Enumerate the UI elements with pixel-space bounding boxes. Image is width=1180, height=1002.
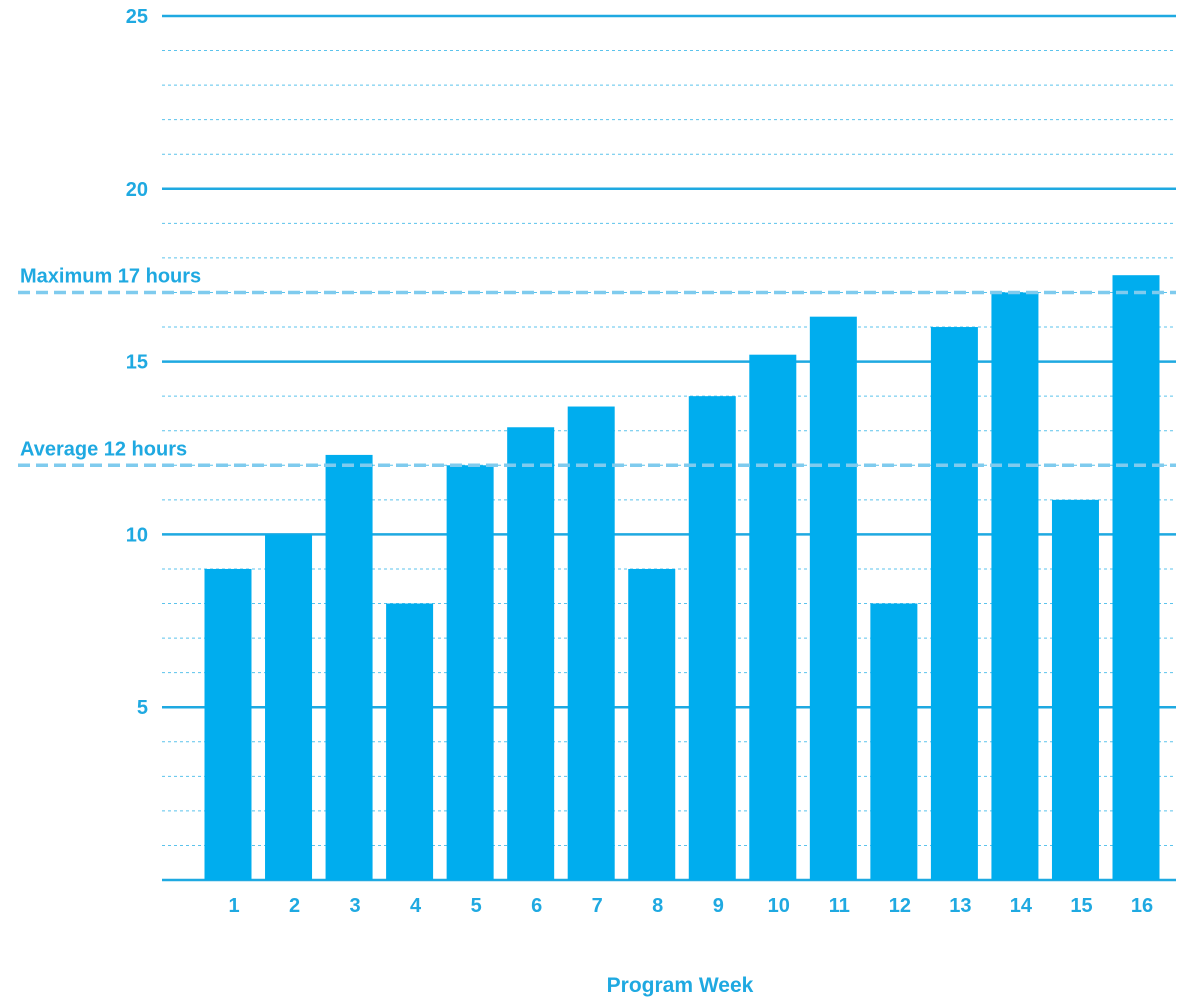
x-tick-label: 13 bbox=[949, 895, 971, 917]
reference-line-layer: Maximum 17 hours Average 12 hours bbox=[18, 265, 1176, 468]
reference-line-label: Average 12 hours bbox=[20, 438, 187, 460]
bar bbox=[1051, 499, 1099, 880]
bar-layer bbox=[204, 275, 1160, 881]
bar bbox=[265, 534, 313, 880]
bar bbox=[507, 427, 555, 880]
bar bbox=[325, 454, 373, 880]
bar bbox=[386, 603, 434, 880]
bar bbox=[1112, 275, 1160, 880]
x-tick-label: 16 bbox=[1131, 895, 1153, 917]
bar bbox=[809, 316, 857, 880]
y-tick-label: 25 bbox=[126, 6, 148, 28]
x-tick-label: 9 bbox=[713, 895, 724, 917]
bar bbox=[991, 292, 1039, 881]
bar bbox=[688, 396, 736, 880]
x-tick-label: 2 bbox=[289, 895, 300, 917]
x-tick-label: 15 bbox=[1070, 895, 1092, 917]
y-tick-label: 5 bbox=[137, 697, 148, 719]
y-tick-label: 15 bbox=[126, 352, 148, 374]
x-tick-label: 1 bbox=[228, 895, 239, 917]
bar bbox=[204, 568, 252, 880]
x-tick-label: 12 bbox=[889, 895, 911, 917]
x-tick-label: 7 bbox=[592, 895, 603, 917]
x-tick-label: 11 bbox=[829, 895, 850, 917]
y-tick-label: 10 bbox=[126, 524, 148, 546]
reference-line-label: Maximum 17 hours bbox=[20, 265, 201, 287]
x-tick-label: 10 bbox=[768, 895, 790, 917]
y-tick-label: 20 bbox=[126, 179, 148, 201]
x-tick-label: 14 bbox=[1010, 895, 1033, 917]
bar bbox=[930, 327, 978, 880]
bar bbox=[446, 465, 494, 880]
x-axis-title: Program Week bbox=[607, 974, 754, 997]
x-tick-label: 8 bbox=[652, 895, 663, 917]
bar bbox=[870, 603, 918, 880]
bar bbox=[749, 354, 797, 880]
x-tick-label: 4 bbox=[410, 895, 422, 917]
x-tick-label: 6 bbox=[531, 895, 542, 917]
bar bbox=[628, 568, 676, 880]
bar bbox=[567, 406, 615, 880]
x-tick-label: 5 bbox=[471, 895, 482, 917]
x-tick-label: 3 bbox=[350, 895, 361, 917]
